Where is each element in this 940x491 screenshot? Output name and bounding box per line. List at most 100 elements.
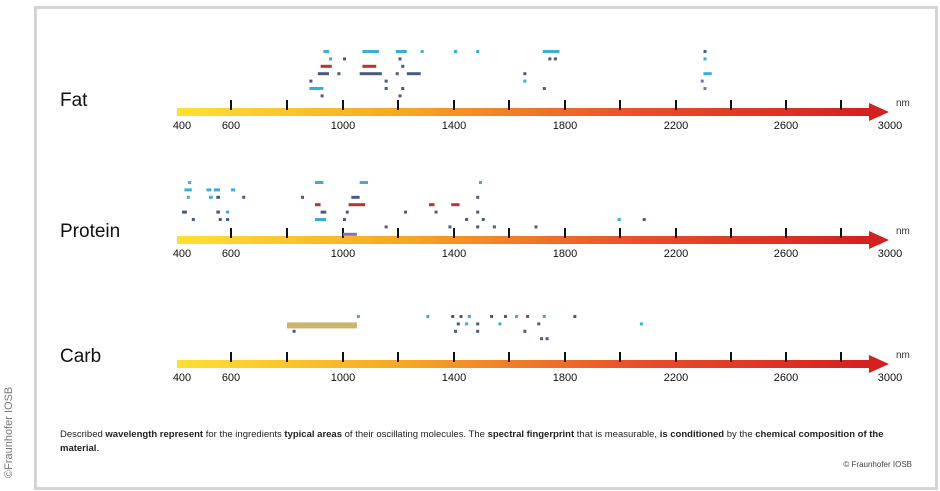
tick-label: 600 (222, 248, 240, 260)
absorption-band (226, 218, 230, 221)
absorption-band (465, 218, 469, 221)
absorption-band (526, 315, 530, 318)
axis-tick (840, 352, 842, 362)
caption-fragment: . (96, 443, 100, 454)
absorption-band (348, 203, 366, 207)
absorption-band (545, 337, 549, 341)
tick-label: 2200 (664, 120, 688, 132)
axis-tick (508, 352, 510, 362)
side-credit: ©Fraunhofer IOSB (3, 386, 15, 478)
absorption-band (317, 72, 329, 76)
axis-tick (397, 228, 399, 238)
absorption-band (515, 315, 519, 318)
axis-tick (397, 100, 399, 110)
axis-arrowhead (869, 355, 889, 373)
absorption-band (404, 210, 408, 214)
axis-tick (230, 352, 232, 362)
absorption-band (362, 64, 377, 68)
row-label: Protein (60, 221, 120, 242)
axis-tick (730, 352, 732, 362)
axis-tick (619, 228, 621, 238)
axis-tick (840, 228, 842, 238)
axis-tick (619, 100, 621, 110)
wavelength-axis (177, 108, 870, 116)
absorption-band (454, 329, 457, 333)
absorption-band (523, 79, 527, 83)
tick-label: 1000 (331, 120, 355, 132)
tick-label: 1000 (331, 248, 355, 260)
row-fat: Fat 400 600 1000 1400 1800 2200 2600 3000 nm (60, 50, 910, 132)
absorption-band (359, 181, 368, 184)
absorption-band (323, 50, 329, 53)
absorption-band (315, 203, 321, 207)
absorption-band (315, 218, 327, 221)
axis-tick (619, 352, 621, 362)
absorption-band (465, 322, 469, 326)
absorption-band (218, 218, 222, 221)
absorption-band (343, 218, 346, 221)
absorption-band (226, 210, 230, 214)
tick-label: 2600 (774, 248, 798, 260)
caption-fragment: by the (724, 429, 756, 440)
tick-label: 1400 (442, 372, 466, 384)
absorption-band (191, 218, 195, 221)
axis-arrowhead (869, 231, 889, 249)
absorption-band (573, 315, 577, 318)
axis-tick (453, 228, 455, 238)
absorption-band (481, 218, 485, 221)
caption-fragment: is conditioned (659, 429, 725, 440)
tick-label: 1800 (553, 372, 577, 384)
absorption-band (320, 64, 332, 68)
caption-fragment: spectral fingerprint (487, 429, 575, 440)
absorption-band (542, 315, 546, 318)
absorption-band (642, 218, 646, 221)
absorption-band (398, 94, 402, 98)
caption-fragment: typical areas (284, 429, 342, 440)
tick-label: 1400 (442, 120, 466, 132)
absorption-band (426, 315, 430, 318)
absorption-band (362, 50, 380, 53)
absorption-band (320, 94, 324, 98)
absorption-band (213, 188, 220, 192)
absorption-band (478, 181, 482, 184)
absorption-band (320, 210, 327, 214)
tick-label: 3000 (878, 372, 902, 384)
absorption-band (534, 225, 538, 229)
absorption-band (703, 50, 707, 53)
absorption-band (434, 210, 438, 214)
absorption-band (459, 315, 463, 318)
absorption-band (454, 50, 457, 53)
absorption-band (448, 225, 452, 229)
absorption-band (467, 315, 471, 318)
absorption-band (186, 195, 190, 199)
absorption-band (451, 315, 455, 318)
unit-label: nm (896, 226, 910, 237)
axis-tick (342, 100, 344, 110)
ingredient-rows: Fat 400 600 1000 1400 1800 2200 2600 3000 nm Prote… (60, 50, 910, 384)
absorption-band (242, 195, 246, 199)
absorption-band (182, 210, 187, 214)
absorption-band (343, 57, 346, 61)
axis-tick (675, 100, 677, 110)
tick-label: 1000 (331, 372, 355, 384)
absorption-band (476, 329, 480, 333)
axis-tick (564, 100, 566, 110)
row-label: Fat (60, 90, 88, 111)
absorption-band (703, 87, 707, 90)
caption: Described wavelength represent for the i… (60, 428, 910, 456)
axis-tick (675, 352, 677, 362)
absorption-band (184, 188, 192, 192)
axis-tick (286, 228, 288, 238)
absorption-band (476, 210, 480, 214)
caption-fragment: chemical composition of the material (60, 429, 884, 454)
axis-tick (508, 100, 510, 110)
tick-label: 3000 (878, 120, 902, 132)
row-label: Carb (60, 346, 101, 367)
absorption-band (231, 188, 236, 192)
absorption-band (476, 322, 480, 326)
absorption-band (301, 195, 304, 199)
absorption-band (292, 329, 296, 333)
tick-label: 400 (173, 248, 191, 260)
absorption-band (351, 195, 360, 199)
